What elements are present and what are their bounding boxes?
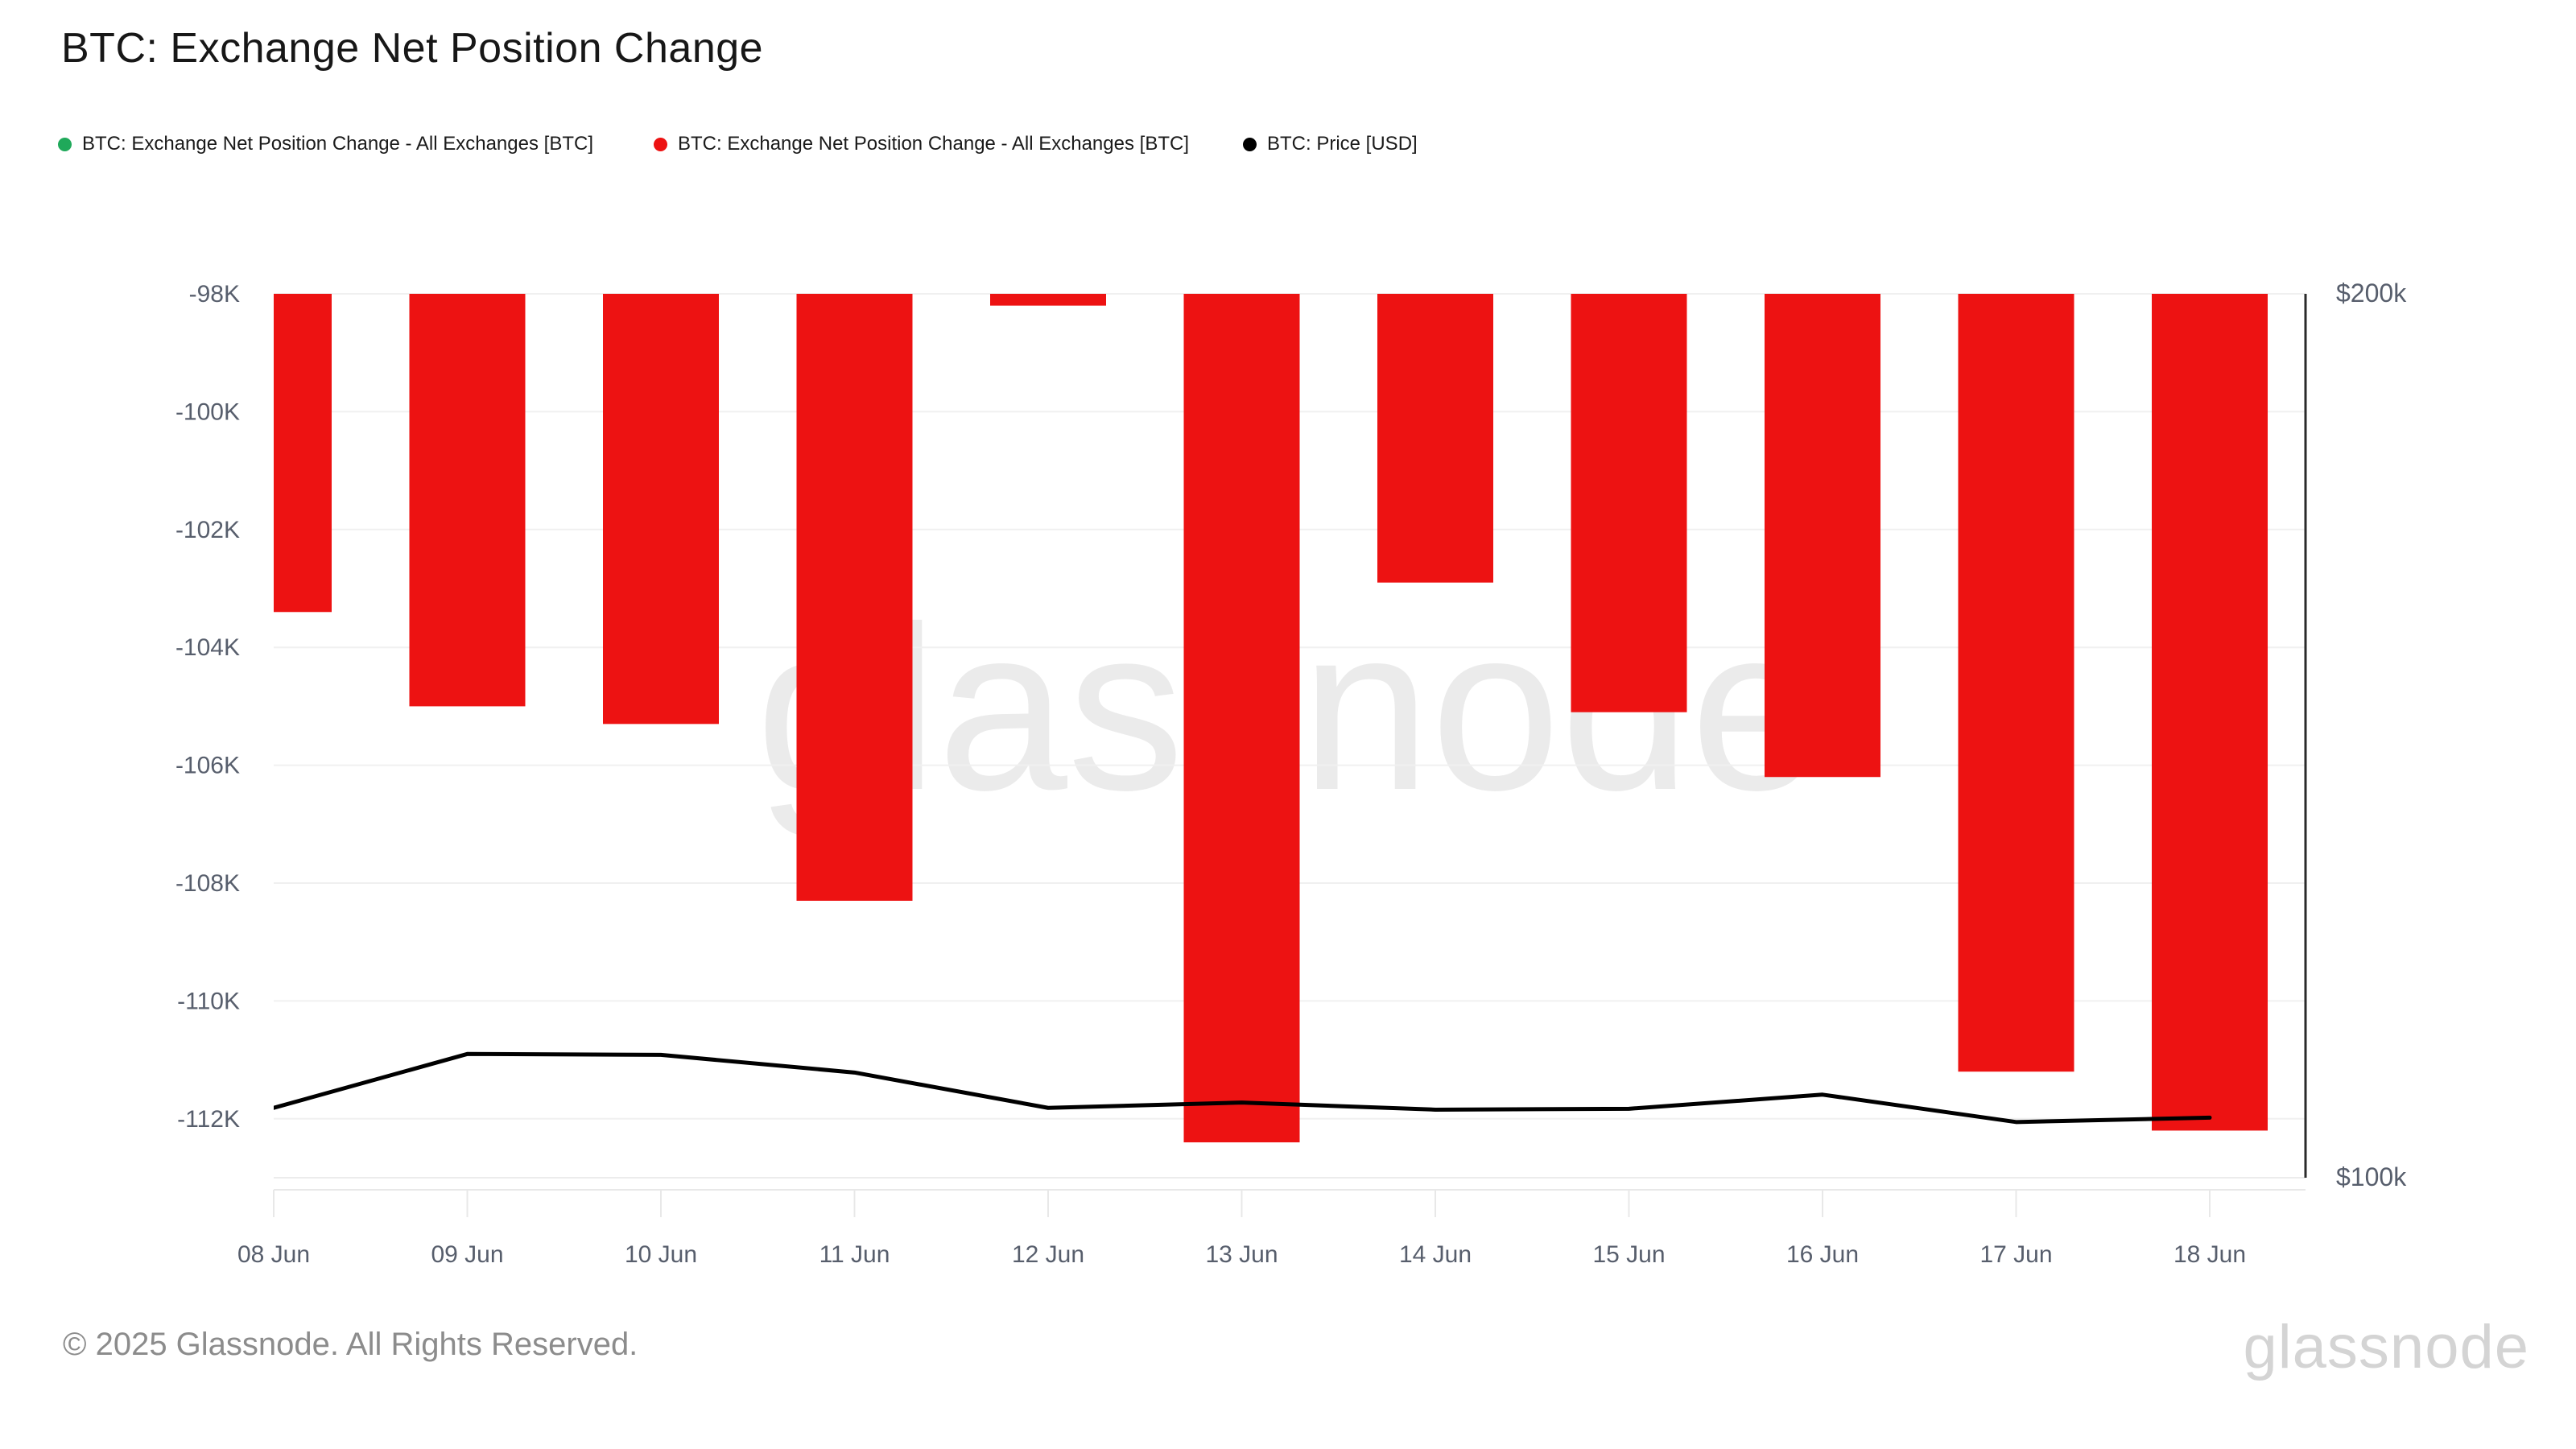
x-axis-tick-label: 08 Jun [237,1241,310,1268]
x-axis-tick-label: 10 Jun [625,1241,697,1268]
legend-label: BTC: Exchange Net Position Change - All … [678,133,1189,155]
legend-label: BTC: Exchange Net Position Change - All … [82,133,593,155]
price-line [274,1051,2212,1125]
bar-10-jun[interactable] [603,294,719,724]
left-axis-tick-label: -108K [175,870,240,897]
right-axis-tick-label: $200k [2336,279,2407,308]
left-axis-tick-label: -112K [177,1106,240,1133]
left-axis-tick-label: -102K [175,517,240,543]
left-axis-tick-label: -104K [175,634,240,661]
green-dot-icon [58,137,72,151]
right-axis-tick-label: $100k [2336,1162,2407,1191]
left-axis-tick-label: -110K [177,988,240,1014]
legend-label: BTC: Price [USD] [1267,133,1418,155]
bar-17-jun[interactable] [1958,294,2074,1072]
bar-15-jun[interactable] [1571,294,1687,712]
x-axis-tick-label: 18 Jun [2174,1241,2246,1268]
x-axis-tick-label: 12 Jun [1012,1241,1084,1268]
x-axis-tick-label: 16 Jun [1786,1241,1859,1268]
left-axis-tick-label: -100K [175,398,240,425]
x-axis-tick-label: 11 Jun [819,1241,890,1268]
bar-14-jun[interactable] [1377,294,1493,583]
bar-13-jun[interactable] [1183,294,1300,1143]
legend-item-net-position-red[interactable]: BTC: Exchange Net Position Change - All … [654,131,1189,157]
bar-09-jun[interactable] [409,294,526,707]
bar-16-jun[interactable] [1765,294,1880,778]
bar-12-jun[interactable] [990,294,1106,306]
x-axis-tick-label: 17 Jun [1979,1241,2052,1268]
red-dot-icon [654,137,667,151]
left-axis-tick-label: -106K [175,753,240,779]
plot-area[interactable]: glassnode-98K-100K-102K-104K-106K-108K-1… [0,0,2576,1304]
glassnode-logo: glassnode [2243,1313,2529,1381]
bar-08-jun[interactable] [216,294,332,613]
x-axis-tick-label: 14 Jun [1399,1241,1472,1268]
copyright-text: © 2025 Glassnode. All Rights Reserved. [63,1327,638,1362]
legend-item-btc-price[interactable]: BTC: Price [USD] [1243,131,1418,157]
x-axis-tick-label: 13 Jun [1205,1241,1278,1268]
x-axis-tick-label: 15 Jun [1592,1241,1665,1268]
bar-18-jun[interactable] [2152,294,2268,1131]
bar-11-jun[interactable] [796,294,913,901]
left-axis-tick-label: -98K [189,281,240,308]
x-axis-tick-label: 09 Jun [431,1241,503,1268]
black-dot-icon [1243,137,1257,151]
legend-item-net-position-green[interactable]: BTC: Exchange Net Position Change - All … [58,131,593,157]
page-title: BTC: Exchange Net Position Change [61,25,764,72]
